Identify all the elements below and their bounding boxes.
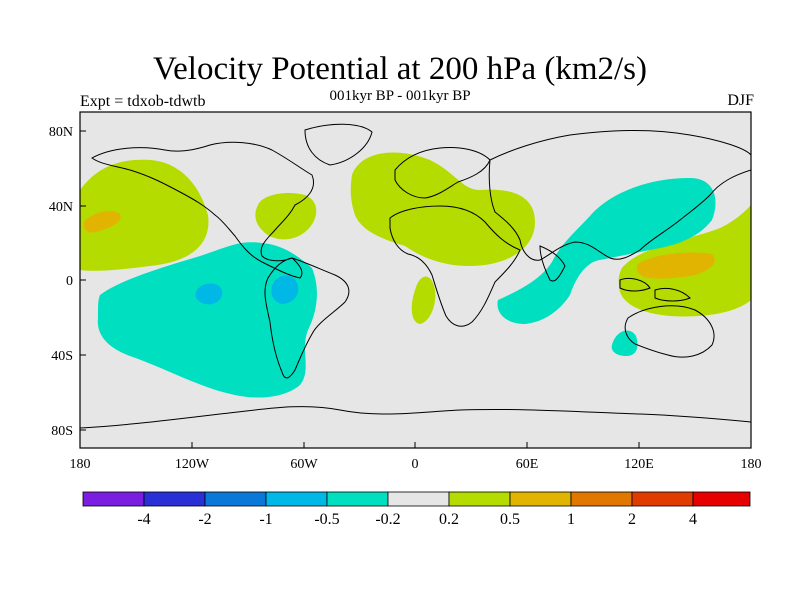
y-tick-label: 40N	[49, 200, 73, 215]
coast-south-america	[264, 257, 350, 379]
colorbar-label: -1	[259, 511, 272, 528]
plot-title: Velocity Potential at 200 hPa (km2/s)	[152, 51, 648, 87]
y-tick-label: 0	[66, 274, 73, 289]
x-tick-label: 180	[741, 457, 762, 472]
coast-maritime	[619, 277, 691, 302]
colorbar-swatch	[509, 491, 572, 507]
colorbar-label: 2	[628, 511, 636, 528]
x-tick-label: 0	[412, 457, 419, 472]
colorbar-swatch	[82, 491, 145, 507]
colorbar-label: -0.2	[375, 511, 400, 528]
contour-positive-north-atlantic-west	[255, 193, 317, 240]
colorbar-swatch	[448, 491, 511, 507]
colorbar-label: -4	[137, 511, 150, 528]
coast-australia	[624, 305, 715, 358]
colorbar-swatch	[692, 491, 751, 507]
colorbar-label: -2	[198, 511, 211, 528]
contour-positive-high-maritime	[636, 252, 715, 279]
x-tick-label: 60W	[290, 457, 318, 472]
colorbar-swatch	[204, 491, 267, 507]
colorbar-label: 0.2	[439, 511, 459, 528]
y-tick-label: 40S	[51, 349, 73, 364]
contour-negative-mid-pacific	[195, 283, 223, 305]
contour-positive-europe-africa	[350, 152, 535, 266]
contour-positive-south-atlantic	[411, 276, 436, 324]
plot-subtitle: 001kyr BP - 001kyr BP	[329, 88, 471, 104]
coastlines	[80, 123, 751, 429]
coast-greenland	[304, 123, 373, 166]
experiment-label: Expt = tdxob-tdwtb	[80, 93, 206, 110]
coast-india	[539, 245, 566, 282]
contour-fill-layer	[80, 152, 751, 398]
colorbar-swatch	[265, 491, 328, 507]
contour-negative-australia-south	[611, 330, 638, 356]
contour-negative-south-pacific-america	[97, 242, 317, 398]
x-tick-label: 120E	[624, 457, 654, 472]
contour-positive-north-pacific	[80, 159, 209, 271]
colorbar-label: 0.5	[500, 511, 520, 528]
season-label: DJF	[727, 92, 754, 109]
coast-north-america	[91, 141, 314, 279]
colorbar: -4 -2 -1 -0.5 -0.2 0.2 0.5 1 2 4	[82, 491, 751, 528]
colorbar-label: 4	[689, 511, 697, 528]
x-tick-label: 120W	[175, 457, 210, 472]
axis-ticks	[79, 130, 752, 448]
contour-negative-indian-asia	[497, 178, 716, 324]
colorbar-swatch	[631, 491, 694, 507]
contour-positive-high-pacific	[83, 211, 121, 233]
y-tick-label: 80S	[51, 424, 73, 439]
colorbar-label: 1	[567, 511, 575, 528]
coast-africa	[389, 205, 521, 327]
colorbar-swatch	[387, 491, 450, 507]
contour-negative-amazon	[271, 275, 299, 304]
colorbar-swatch	[143, 491, 206, 507]
x-tick-label: 60E	[516, 457, 539, 472]
y-tick-label: 80N	[49, 125, 73, 140]
coast-antarctica	[80, 406, 751, 429]
coast-europe	[394, 147, 491, 199]
colorbar-label: -0.5	[314, 511, 339, 528]
colorbar-swatch	[326, 491, 389, 507]
contour-positive-west-edge	[80, 190, 86, 270]
x-tick-label: 180	[70, 457, 91, 472]
coast-asia	[488, 129, 751, 261]
colorbar-swatch	[570, 491, 633, 507]
